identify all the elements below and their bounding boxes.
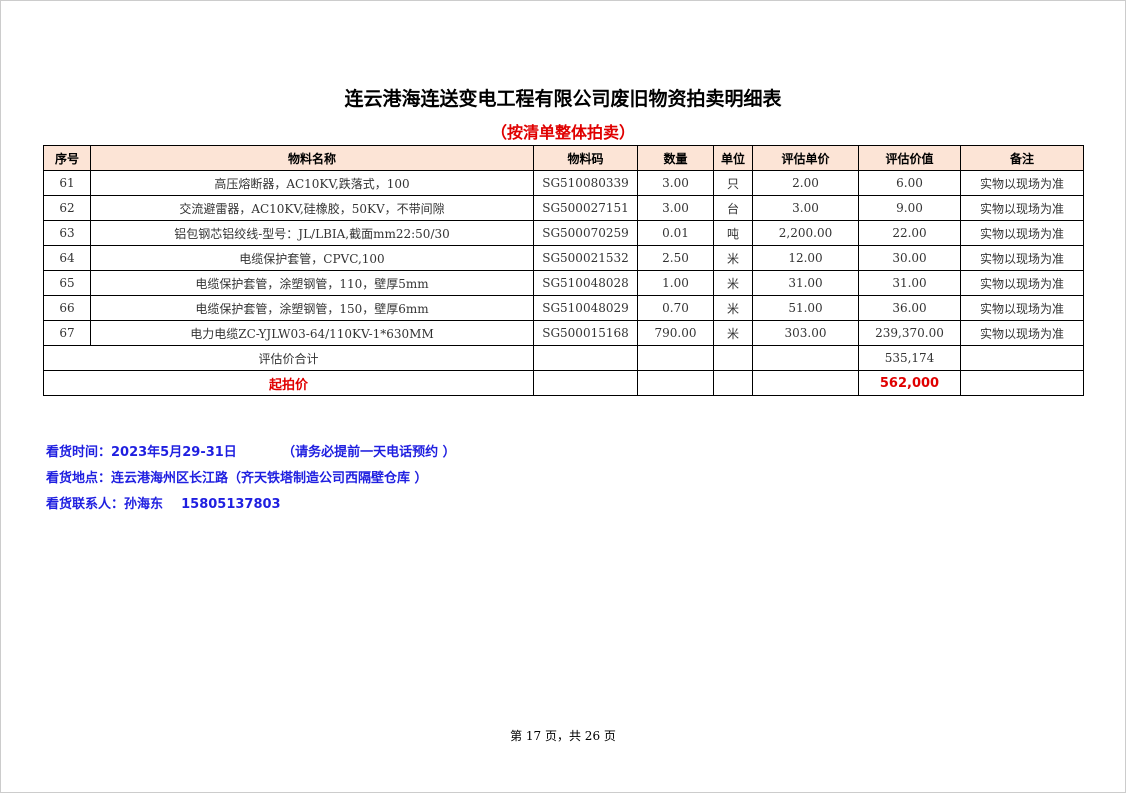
- page-number: 第 17 页，共 26 页: [510, 729, 616, 743]
- table-cell: 米: [713, 320, 753, 346]
- column-header: 序号: [43, 145, 91, 171]
- table-cell: 3.00: [637, 195, 714, 221]
- table-cell: 3.00: [752, 195, 859, 221]
- table-cell: 2.00: [752, 170, 859, 196]
- table-cell: 51.00: [752, 295, 859, 321]
- table-cell: 电缆保护套管，涂塑钢管，110，壁厚5mm: [90, 270, 534, 296]
- table-cell: [713, 345, 753, 371]
- page-subtitle: （按清单整体拍卖）: [490, 123, 635, 142]
- column-header: 数量: [637, 145, 714, 171]
- table-row: 62 交流避雷器，AC10KV,硅橡胶，50KV，不带间隙 SG500027151 3…: [43, 195, 1084, 221]
- column-header: 评估价值: [858, 145, 961, 171]
- table-cell: 30.00: [858, 245, 961, 271]
- table-row: 67 电力电缆ZC-YJLW03-64/110KV-1*630MM SG500015…: [43, 320, 1084, 346]
- table-cell: SG510048029: [533, 295, 638, 321]
- table-cell: 2.50: [637, 245, 714, 271]
- column-header: 单位: [713, 145, 753, 171]
- viewing-contact: 看货联系人：孙海东 15805137803: [46, 497, 281, 512]
- table-cell: [713, 370, 753, 396]
- table-cell: [533, 345, 638, 371]
- table-cell: 电缆保护套管，涂塑钢管，150，壁厚6mm: [90, 295, 534, 321]
- table-cell: 303.00: [752, 320, 859, 346]
- table-cell: 65: [43, 270, 91, 296]
- table-cell: 64: [43, 245, 91, 271]
- table-cell: [960, 370, 1084, 396]
- viewing-notes: 看货时间：2023年5月29-31日 （请务必提前一天电话预约 ） 看货地点：连…: [46, 440, 456, 518]
- table-cell: 实物以现场为准: [960, 245, 1084, 271]
- table-cell: 实物以现场为准: [960, 270, 1084, 296]
- table-cell: 239,370.00: [858, 320, 961, 346]
- items-table: 序号 物料名称 物料码 数量 单位 评估单价 评估价值 备注 61 高压熔断器，AC10KV,跌…: [43, 145, 1084, 396]
- table-cell: 米: [713, 295, 753, 321]
- table-cell: 实物以现场为准: [960, 295, 1084, 321]
- table-cell: 只: [713, 170, 753, 196]
- table-cell: 62: [43, 195, 91, 221]
- table-cell: 66: [43, 295, 91, 321]
- summary-row: 起拍价 562,000: [43, 370, 1084, 396]
- table-cell: 电缆保护套管，CPVC,100: [90, 245, 534, 271]
- page-title: 连云港海连送变电工程有限公司废旧物资拍卖明细表: [344, 88, 782, 110]
- table-cell: 0.70: [637, 295, 714, 321]
- table-row: 63 铝包钢芯铝绞线-型号：JL/LBIA,截面mm22:50/30 SG50007…: [43, 220, 1084, 246]
- table-cell: 1.00: [637, 270, 714, 296]
- table-cell: 实物以现场为准: [960, 170, 1084, 196]
- table-cell: [752, 345, 859, 371]
- table-cell: 63: [43, 220, 91, 246]
- table-cell: 0.01: [637, 220, 714, 246]
- viewing-place: 看货地点：连云港海州区长江路（齐天铁塔制造公司西隔壁仓库 ）: [46, 471, 428, 486]
- table-cell: 铝包钢芯铝绞线-型号：JL/LBIA,截面mm22:50/30: [90, 220, 534, 246]
- summary-label: 起拍价: [43, 370, 534, 396]
- table-cell: 实物以现场为准: [960, 320, 1084, 346]
- table-cell: 36.00: [858, 295, 961, 321]
- table-cell: 2,200.00: [752, 220, 859, 246]
- table-cell: SG510048028: [533, 270, 638, 296]
- table-cell: 电力电缆ZC-YJLW03-64/110KV-1*630MM: [90, 320, 534, 346]
- table-cell: [960, 345, 1084, 371]
- table-cell: 31.00: [752, 270, 859, 296]
- table-cell: 高压熔断器，AC10KV,跌落式，100: [90, 170, 534, 196]
- table-row: 65 电缆保护套管，涂塑钢管，110，壁厚5mm SG510048028 1.00 米 3…: [43, 270, 1084, 296]
- table-cell: 交流避雷器，AC10KV,硅橡胶，50KV，不带间隙: [90, 195, 534, 221]
- table-cell: 12.00: [752, 245, 859, 271]
- summary-row: 评估价合计 535,174: [43, 345, 1084, 371]
- table-cell: 6.00: [858, 170, 961, 196]
- table-cell: [752, 370, 859, 396]
- table-cell: 实物以现场为准: [960, 195, 1084, 221]
- table-cell: [637, 370, 714, 396]
- table-row: 64 电缆保护套管，CPVC,100 SG500021532 2.50 米 12.00 30…: [43, 245, 1084, 271]
- summary-value: 535,174: [858, 345, 961, 371]
- table-cell: 31.00: [858, 270, 961, 296]
- table-cell: SG500015168: [533, 320, 638, 346]
- table-cell: 实物以现场为准: [960, 220, 1084, 246]
- table-cell: 22.00: [858, 220, 961, 246]
- column-header: 物料码: [533, 145, 638, 171]
- table-cell: 米: [713, 245, 753, 271]
- table-cell: 9.00: [858, 195, 961, 221]
- table-cell: 61: [43, 170, 91, 196]
- table-cell: SG500070259: [533, 220, 638, 246]
- table-cell: 790.00: [637, 320, 714, 346]
- table-cell: SG500021532: [533, 245, 638, 271]
- table-cell: 米: [713, 270, 753, 296]
- table-cell: 台: [713, 195, 753, 221]
- column-header: 物料名称: [90, 145, 534, 171]
- table-cell: 67: [43, 320, 91, 346]
- table-row: 61 高压熔断器，AC10KV,跌落式，100 SG510080339 3.00 只 2.…: [43, 170, 1084, 196]
- table-row: 66 电缆保护套管，涂塑钢管，150，壁厚6mm SG510048029 0.70 米 5…: [43, 295, 1084, 321]
- table-cell: SG500027151: [533, 195, 638, 221]
- table-cell: [637, 345, 714, 371]
- column-header: 备注: [960, 145, 1084, 171]
- column-header: 评估单价: [752, 145, 859, 171]
- viewing-time: 看货时间：2023年5月29-31日 （请务必提前一天电话预约 ）: [46, 445, 456, 460]
- table-cell: [533, 370, 638, 396]
- table-cell: SG510080339: [533, 170, 638, 196]
- summary-value: 562,000: [858, 370, 961, 396]
- summary-label: 评估价合计: [43, 345, 534, 371]
- table-cell: 3.00: [637, 170, 714, 196]
- table-cell: 吨: [713, 220, 753, 246]
